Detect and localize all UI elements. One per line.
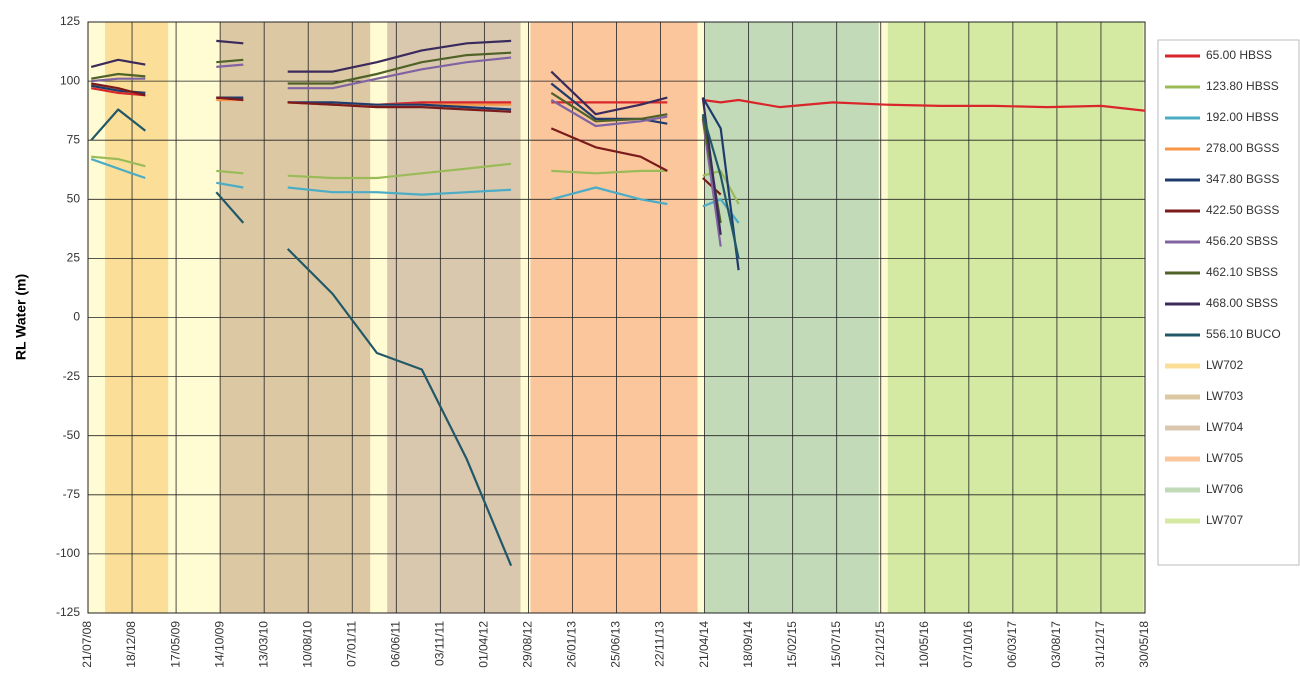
legend-label: LW706 <box>1206 482 1243 496</box>
y-axis-label: RL Water (m) <box>13 274 29 360</box>
x-tick-label: 03/08/17 <box>1049 621 1063 668</box>
x-tick-label: 15/02/15 <box>785 621 799 668</box>
x-tick-label: 14/10/09 <box>212 621 226 668</box>
legend-label: 468.00 SBSS <box>1206 296 1278 310</box>
legend-label: LW705 <box>1206 451 1243 465</box>
y-tick-label: -25 <box>63 369 81 383</box>
y-tick-label: 125 <box>60 14 80 28</box>
legend-label: 347.80 BGSS <box>1206 172 1279 186</box>
x-tick-label: 10/08/10 <box>300 621 314 668</box>
series-line <box>91 82 740 271</box>
x-tick-label: 06/03/17 <box>1005 621 1019 668</box>
y-tick-label: -125 <box>56 605 80 619</box>
legend-label: 556.10 BUCO <box>1206 327 1281 341</box>
y-tick-label: 100 <box>60 73 80 87</box>
legend-label: 278.00 BGSS <box>1206 141 1279 155</box>
x-tick-label: 12/12/15 <box>873 621 887 668</box>
y-tick-label: 0 <box>73 310 80 324</box>
x-tick-label: 03/11/11 <box>433 621 447 666</box>
x-tick-label: 06/06/11 <box>388 621 402 667</box>
legend-label: 456.20 SBSS <box>1206 234 1278 248</box>
x-tick-label: 31/12/17 <box>1093 621 1107 668</box>
x-tick-label: 18/09/14 <box>741 621 755 668</box>
legend-label: 192.00 HBSS <box>1206 110 1279 124</box>
x-tick-label: 21/07/08 <box>80 621 94 668</box>
series-line <box>91 56 722 247</box>
y-tick-label: 25 <box>67 251 81 265</box>
x-tick-label: 30/05/18 <box>1137 621 1151 668</box>
x-tick-label: 22/11/13 <box>653 621 667 667</box>
x-tick-label: 15/07/15 <box>829 621 843 668</box>
series-line <box>91 155 740 205</box>
y-tick-label: -50 <box>63 428 81 442</box>
x-tick-label: 10/05/16 <box>917 621 931 668</box>
y-tick-label: -100 <box>56 546 80 560</box>
series-line <box>91 51 722 224</box>
legend-label: LW704 <box>1206 420 1243 434</box>
legend-label: LW703 <box>1206 389 1243 403</box>
plot-frame <box>87 21 1146 614</box>
legend-label: 422.50 BGSS <box>1206 203 1279 217</box>
y-tick-label: 50 <box>67 191 81 205</box>
x-tick-label: 01/04/12 <box>477 621 491 668</box>
x-tick-label: 25/06/13 <box>609 621 623 668</box>
y-tick-label: 75 <box>67 132 81 146</box>
x-tick-label: 21/04/14 <box>697 621 711 668</box>
x-tick-label: 07/01/11 <box>344 621 358 667</box>
legend-label: LW702 <box>1206 358 1243 372</box>
legend-label: 65.00 HBSS <box>1206 48 1272 62</box>
x-tick-label: 07/10/16 <box>961 621 975 668</box>
series-line <box>90 108 740 567</box>
y-tick-label: -75 <box>63 487 81 501</box>
x-tick-label: 13/03/10 <box>256 621 270 668</box>
series-line <box>90 39 722 235</box>
legend-label: 123.80 HBSS <box>1206 79 1279 93</box>
series-line <box>91 82 722 196</box>
x-tick-label: 26/01/13 <box>565 621 579 668</box>
legend-label: LW707 <box>1206 513 1243 527</box>
x-tick-label: 18/12/08 <box>124 621 138 668</box>
series-line <box>90 158 740 224</box>
legend-label: 462.10 SBSS <box>1206 265 1278 279</box>
x-tick-label: 17/05/09 <box>168 621 182 668</box>
x-tick-label: 29/08/12 <box>521 621 535 668</box>
